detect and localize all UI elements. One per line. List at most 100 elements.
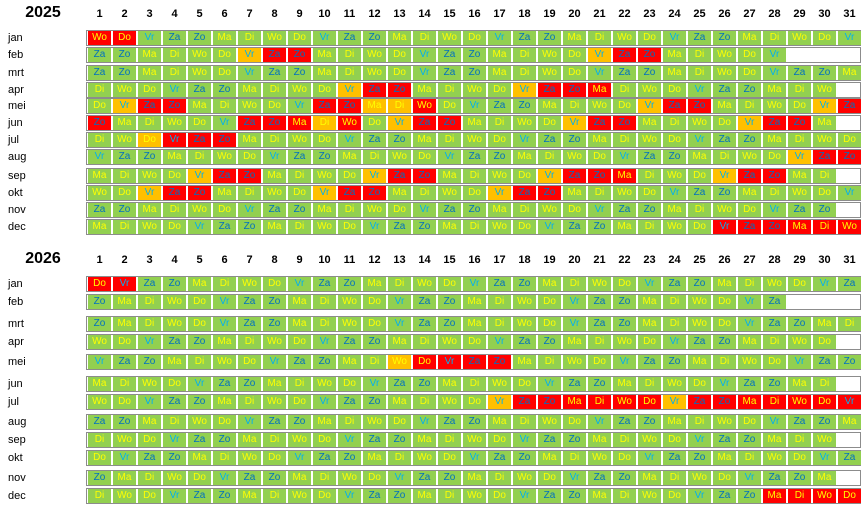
day-cell[interactable]: Vr [113, 99, 136, 113]
day-cell[interactable]: Za [163, 31, 186, 45]
day-cell[interactable]: Ma [738, 395, 761, 409]
day-cell[interactable]: Zo [88, 471, 111, 485]
day-cell[interactable]: Wo [688, 295, 711, 309]
day-cell[interactable]: Za [138, 277, 161, 291]
day-cell[interactable]: Wo [463, 489, 486, 503]
day-cell[interactable]: Ma [663, 66, 686, 80]
day-cell[interactable]: Za [188, 83, 211, 97]
day-cell[interactable]: Za [713, 133, 736, 147]
day-cell[interactable]: Zo [613, 116, 636, 130]
day-cell[interactable]: Wo [763, 277, 786, 291]
day-cell[interactable]: Vr [688, 133, 711, 147]
day-cell[interactable]: Vr [688, 489, 711, 503]
day-cell[interactable]: Vr [388, 317, 411, 331]
day-cell[interactable]: Ma [738, 31, 761, 45]
day-cell[interactable]: Zo [563, 433, 586, 447]
day-cell[interactable]: Do [788, 277, 811, 291]
day-cell[interactable]: Zo [738, 489, 761, 503]
day-cell[interactable]: Do [688, 377, 711, 391]
day-cell[interactable]: Za [838, 277, 861, 291]
day-cell[interactable]: Za [263, 66, 286, 80]
day-cell[interactable]: Ma [713, 451, 736, 465]
day-cell[interactable]: Di [613, 489, 636, 503]
day-cell[interactable]: Vr [238, 203, 261, 217]
day-cell[interactable]: Di [138, 295, 161, 309]
day-cell[interactable]: Zo [813, 415, 836, 429]
day-cell[interactable]: Di [363, 150, 386, 164]
day-cell[interactable]: Wo [613, 395, 636, 409]
day-cell[interactable]: Za [438, 203, 461, 217]
day-cell[interactable]: Wo [238, 277, 261, 291]
day-cell[interactable]: Vr [313, 186, 336, 200]
day-cell[interactable]: Zo [763, 220, 786, 234]
day-cell[interactable]: Za [438, 48, 461, 62]
day-cell[interactable]: Ma [363, 99, 386, 113]
day-cell[interactable]: Zo [588, 377, 611, 391]
day-cell[interactable]: Do [263, 99, 286, 113]
day-cell[interactable]: Zo [313, 150, 336, 164]
day-cell[interactable]: Do [838, 133, 861, 147]
day-cell[interactable]: Wo [738, 355, 761, 369]
day-cell[interactable]: Za [363, 133, 386, 147]
day-cell[interactable]: Za [513, 395, 536, 409]
day-cell[interactable]: Vr [763, 203, 786, 217]
day-cell[interactable]: Di [638, 169, 661, 183]
day-cell[interactable]: Vr [463, 277, 486, 291]
day-cell[interactable]: Ma [113, 295, 136, 309]
day-cell[interactable]: Do [813, 186, 836, 200]
day-cell[interactable]: Zo [188, 31, 211, 45]
day-cell[interactable]: Wo [663, 220, 686, 234]
day-cell[interactable]: Do [88, 99, 111, 113]
day-cell[interactable]: Vr [413, 48, 436, 62]
day-cell[interactable]: Zo [163, 99, 186, 113]
day-cell[interactable]: Wo [513, 295, 536, 309]
day-cell[interactable]: Za [488, 99, 511, 113]
day-cell[interactable]: Di [588, 31, 611, 45]
day-cell[interactable]: Di [488, 116, 511, 130]
day-cell[interactable]: Wo [788, 31, 811, 45]
day-cell[interactable]: Ma [538, 277, 561, 291]
day-cell[interactable]: Di [138, 317, 161, 331]
day-cell[interactable]: Di [738, 451, 761, 465]
day-cell[interactable]: Wo [288, 433, 311, 447]
day-cell[interactable]: Vr [88, 355, 111, 369]
day-cell[interactable]: Ma [763, 433, 786, 447]
day-cell[interactable]: Do [763, 355, 786, 369]
day-cell[interactable]: Zo [288, 48, 311, 62]
day-cell[interactable]: Do [213, 203, 236, 217]
day-cell[interactable]: Wo [563, 150, 586, 164]
day-cell[interactable]: Vr [788, 150, 811, 164]
day-cell[interactable]: Di [638, 220, 661, 234]
day-cell[interactable]: Wo [513, 317, 536, 331]
day-cell[interactable]: Za [163, 395, 186, 409]
day-cell[interactable]: Ma [563, 395, 586, 409]
day-cell[interactable]: Do [138, 433, 161, 447]
day-cell[interactable]: Di [238, 335, 261, 349]
day-cell[interactable]: Zo [488, 355, 511, 369]
day-cell[interactable]: Za [238, 295, 261, 309]
day-cell[interactable]: Vr [838, 395, 861, 409]
day-cell[interactable]: Ma [88, 169, 111, 183]
day-cell[interactable]: Zo [288, 415, 311, 429]
day-cell[interactable]: Zo [538, 335, 561, 349]
day-cell[interactable]: Za [88, 66, 111, 80]
day-cell[interactable]: Ma [713, 277, 736, 291]
day-cell[interactable]: Vr [338, 489, 361, 503]
day-cell[interactable]: Do [738, 203, 761, 217]
day-cell[interactable]: Do [138, 133, 161, 147]
day-cell[interactable]: Do [638, 186, 661, 200]
day-cell[interactable]: Za [763, 295, 786, 309]
day-cell[interactable]: Ma [213, 186, 236, 200]
day-cell[interactable]: Za [563, 220, 586, 234]
day-cell[interactable]: Zo [463, 415, 486, 429]
day-cell[interactable]: Wo [413, 99, 436, 113]
day-cell[interactable]: Do [363, 471, 386, 485]
day-cell[interactable]: Di [313, 317, 336, 331]
day-cell[interactable]: Ma [588, 133, 611, 147]
day-cell[interactable]: Za [763, 317, 786, 331]
day-cell[interactable]: Zo [463, 48, 486, 62]
day-cell[interactable]: Zo [413, 169, 436, 183]
day-cell[interactable]: Vr [588, 66, 611, 80]
day-cell[interactable]: Za [113, 355, 136, 369]
day-cell[interactable]: Ma [288, 295, 311, 309]
